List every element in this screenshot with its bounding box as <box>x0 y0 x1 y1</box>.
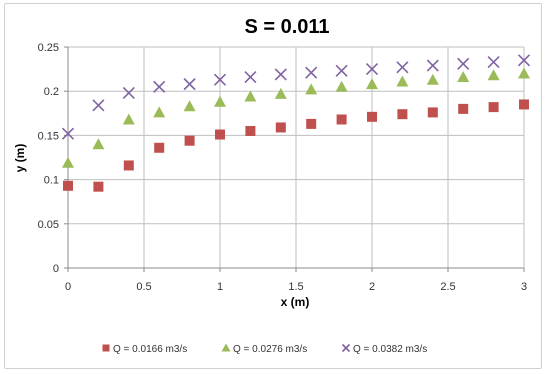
data-point <box>92 99 105 112</box>
x-marker-stroke <box>487 55 500 69</box>
data-point <box>244 90 257 102</box>
data-points <box>61 54 531 192</box>
x-marker-stroke <box>341 343 351 353</box>
data-point <box>183 100 196 112</box>
legend-entry-2: Q = 0.0276 m3/s <box>221 343 307 355</box>
data-point <box>396 75 409 87</box>
legend: Q = 0.0166 m3/s Q = 0.0276 m3/s Q = 0.0382… <box>102 343 427 355</box>
x-marker-stroke <box>122 86 135 100</box>
data-point <box>275 122 286 133</box>
data-point <box>61 127 75 140</box>
data-point <box>244 70 257 84</box>
legend-label: Q = 0.0382 m3/s <box>353 344 427 355</box>
data-point <box>274 87 287 99</box>
data-point <box>213 73 227 86</box>
data-point <box>519 99 529 110</box>
data-point <box>517 54 531 67</box>
x-marker-stroke <box>457 57 470 70</box>
legend-entry-3: Q = 0.0382 m3/s <box>341 343 427 355</box>
x-marker-stroke <box>153 80 166 93</box>
x-tick-label: 1 <box>217 281 223 293</box>
legend-label: Q = 0.0276 m3/s <box>233 344 307 355</box>
series-1 <box>63 99 529 192</box>
x-marker-stroke <box>335 64 348 77</box>
data-point <box>457 71 470 83</box>
series-3 <box>61 54 531 140</box>
legend-entry-1: Q = 0.0166 m3/s <box>102 344 187 355</box>
data-point <box>153 80 166 93</box>
x-marker-stroke <box>213 73 227 86</box>
y-tick-label: 0.2 <box>44 86 59 98</box>
x-tick-label: 0 <box>65 281 71 293</box>
data-point <box>426 59 439 72</box>
x-marker-stroke <box>426 59 439 72</box>
data-point <box>274 68 287 81</box>
x-axis-label: x (m) <box>281 295 310 309</box>
data-point <box>153 106 166 118</box>
data-point <box>154 142 165 153</box>
grid-lines <box>67 46 525 269</box>
data-point <box>487 55 500 69</box>
data-point <box>458 103 469 114</box>
legend-marker <box>341 343 351 353</box>
x-tick-label: 3 <box>521 281 527 293</box>
data-point <box>335 64 348 77</box>
x-marker-stroke <box>183 78 196 91</box>
data-point <box>426 73 439 85</box>
data-point <box>215 129 225 140</box>
data-point <box>305 83 318 95</box>
x-marker-stroke <box>365 63 379 76</box>
y-tick-label: 0 <box>53 263 59 275</box>
data-point <box>305 66 318 79</box>
y-axis-label: y (m) <box>13 144 27 173</box>
data-point <box>365 63 379 76</box>
legend-marker <box>221 343 231 352</box>
data-point <box>123 160 134 171</box>
data-point <box>93 181 104 192</box>
data-point <box>183 78 196 91</box>
x-tick-label: 1.5 <box>288 281 303 293</box>
data-point <box>457 57 470 70</box>
y-tick-label: 0.15 <box>38 130 59 142</box>
series-2 <box>62 67 530 168</box>
data-point <box>336 114 347 125</box>
x-tick-label: 2 <box>369 281 375 293</box>
x-marker-stroke <box>92 99 105 112</box>
x-marker-stroke <box>517 54 531 67</box>
data-point <box>518 67 530 79</box>
data-point <box>245 125 256 136</box>
legend-marker <box>102 344 110 352</box>
x-tick-label: 2.5 <box>440 281 455 293</box>
data-point <box>397 109 408 120</box>
data-point <box>92 138 105 150</box>
data-point <box>366 78 378 90</box>
x-marker-stroke <box>396 61 409 74</box>
data-point <box>367 111 377 122</box>
y-tick-label: 0.05 <box>38 219 59 231</box>
data-point <box>306 118 317 129</box>
data-point <box>214 95 226 107</box>
legend-label: Q = 0.0166 m3/s <box>113 344 187 355</box>
data-point <box>122 86 135 100</box>
x-tick-label: 0.5 <box>136 281 151 293</box>
chart-title: S = 0.011 <box>244 16 329 38</box>
data-point <box>487 69 500 81</box>
data-point <box>184 135 195 146</box>
x-marker-stroke <box>274 68 287 81</box>
data-point <box>427 107 438 118</box>
data-point <box>122 113 135 125</box>
y-tick-label: 0.25 <box>38 42 59 54</box>
data-point <box>488 102 499 113</box>
y-tick-label: 0.1 <box>44 175 59 187</box>
x-marker-stroke <box>305 66 318 79</box>
data-point <box>62 156 74 168</box>
data-point <box>335 80 348 92</box>
x-marker-stroke <box>61 127 75 140</box>
tick-labels: 0 0.05 0.1 0.15 0.2 0.25 0 0.5 1 1.5 2 2.5 3 <box>38 42 527 293</box>
axes <box>64 46 525 272</box>
x-marker-stroke <box>244 70 257 84</box>
data-point <box>63 180 73 191</box>
data-point <box>396 61 409 74</box>
